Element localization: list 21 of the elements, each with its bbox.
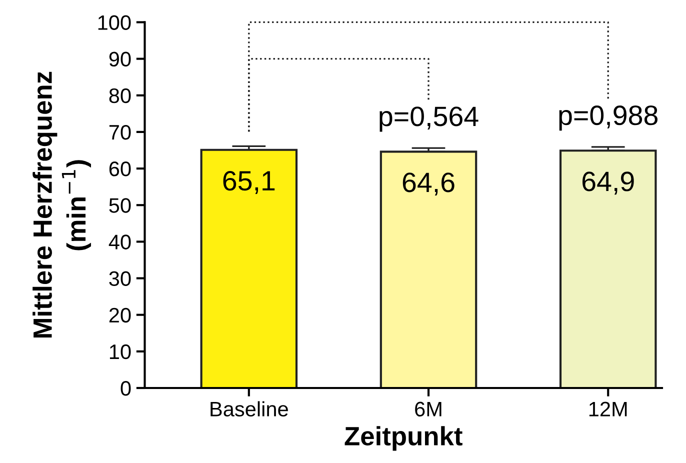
y-tick-label: 70: [109, 124, 131, 140]
data-label: 64,9: [582, 172, 634, 195]
x-axis-title: Zeitpunkt: [344, 426, 462, 451]
y-tick-label: 90: [109, 52, 131, 67]
data-label: 65,1: [223, 171, 275, 194]
y-tick-label: 50: [109, 198, 131, 213]
y-axis-title: Mittlere Herzfrequenz (min$^{−1}$): [32, 72, 91, 338]
y-tick-label: 10: [110, 344, 131, 360]
annotation: p=0,988: [559, 105, 658, 131]
y-tick-label: 20: [109, 308, 131, 323]
y-tick-label: 60: [109, 162, 131, 176]
x-tick-label: 12M: [589, 402, 627, 416]
x-tick-label: 6M: [415, 402, 442, 416]
annotation: p=0,564: [380, 106, 478, 132]
y-tick-label: 100: [98, 15, 131, 30]
y-tick-label: 30: [109, 271, 131, 286]
y-tick-label: 0: [120, 380, 131, 396]
y-tick-label: 80: [109, 88, 131, 104]
x-tick-label: Baseline: [210, 401, 288, 416]
y-tick-label: 40: [108, 234, 131, 250]
data-label: 64,6: [402, 172, 454, 196]
